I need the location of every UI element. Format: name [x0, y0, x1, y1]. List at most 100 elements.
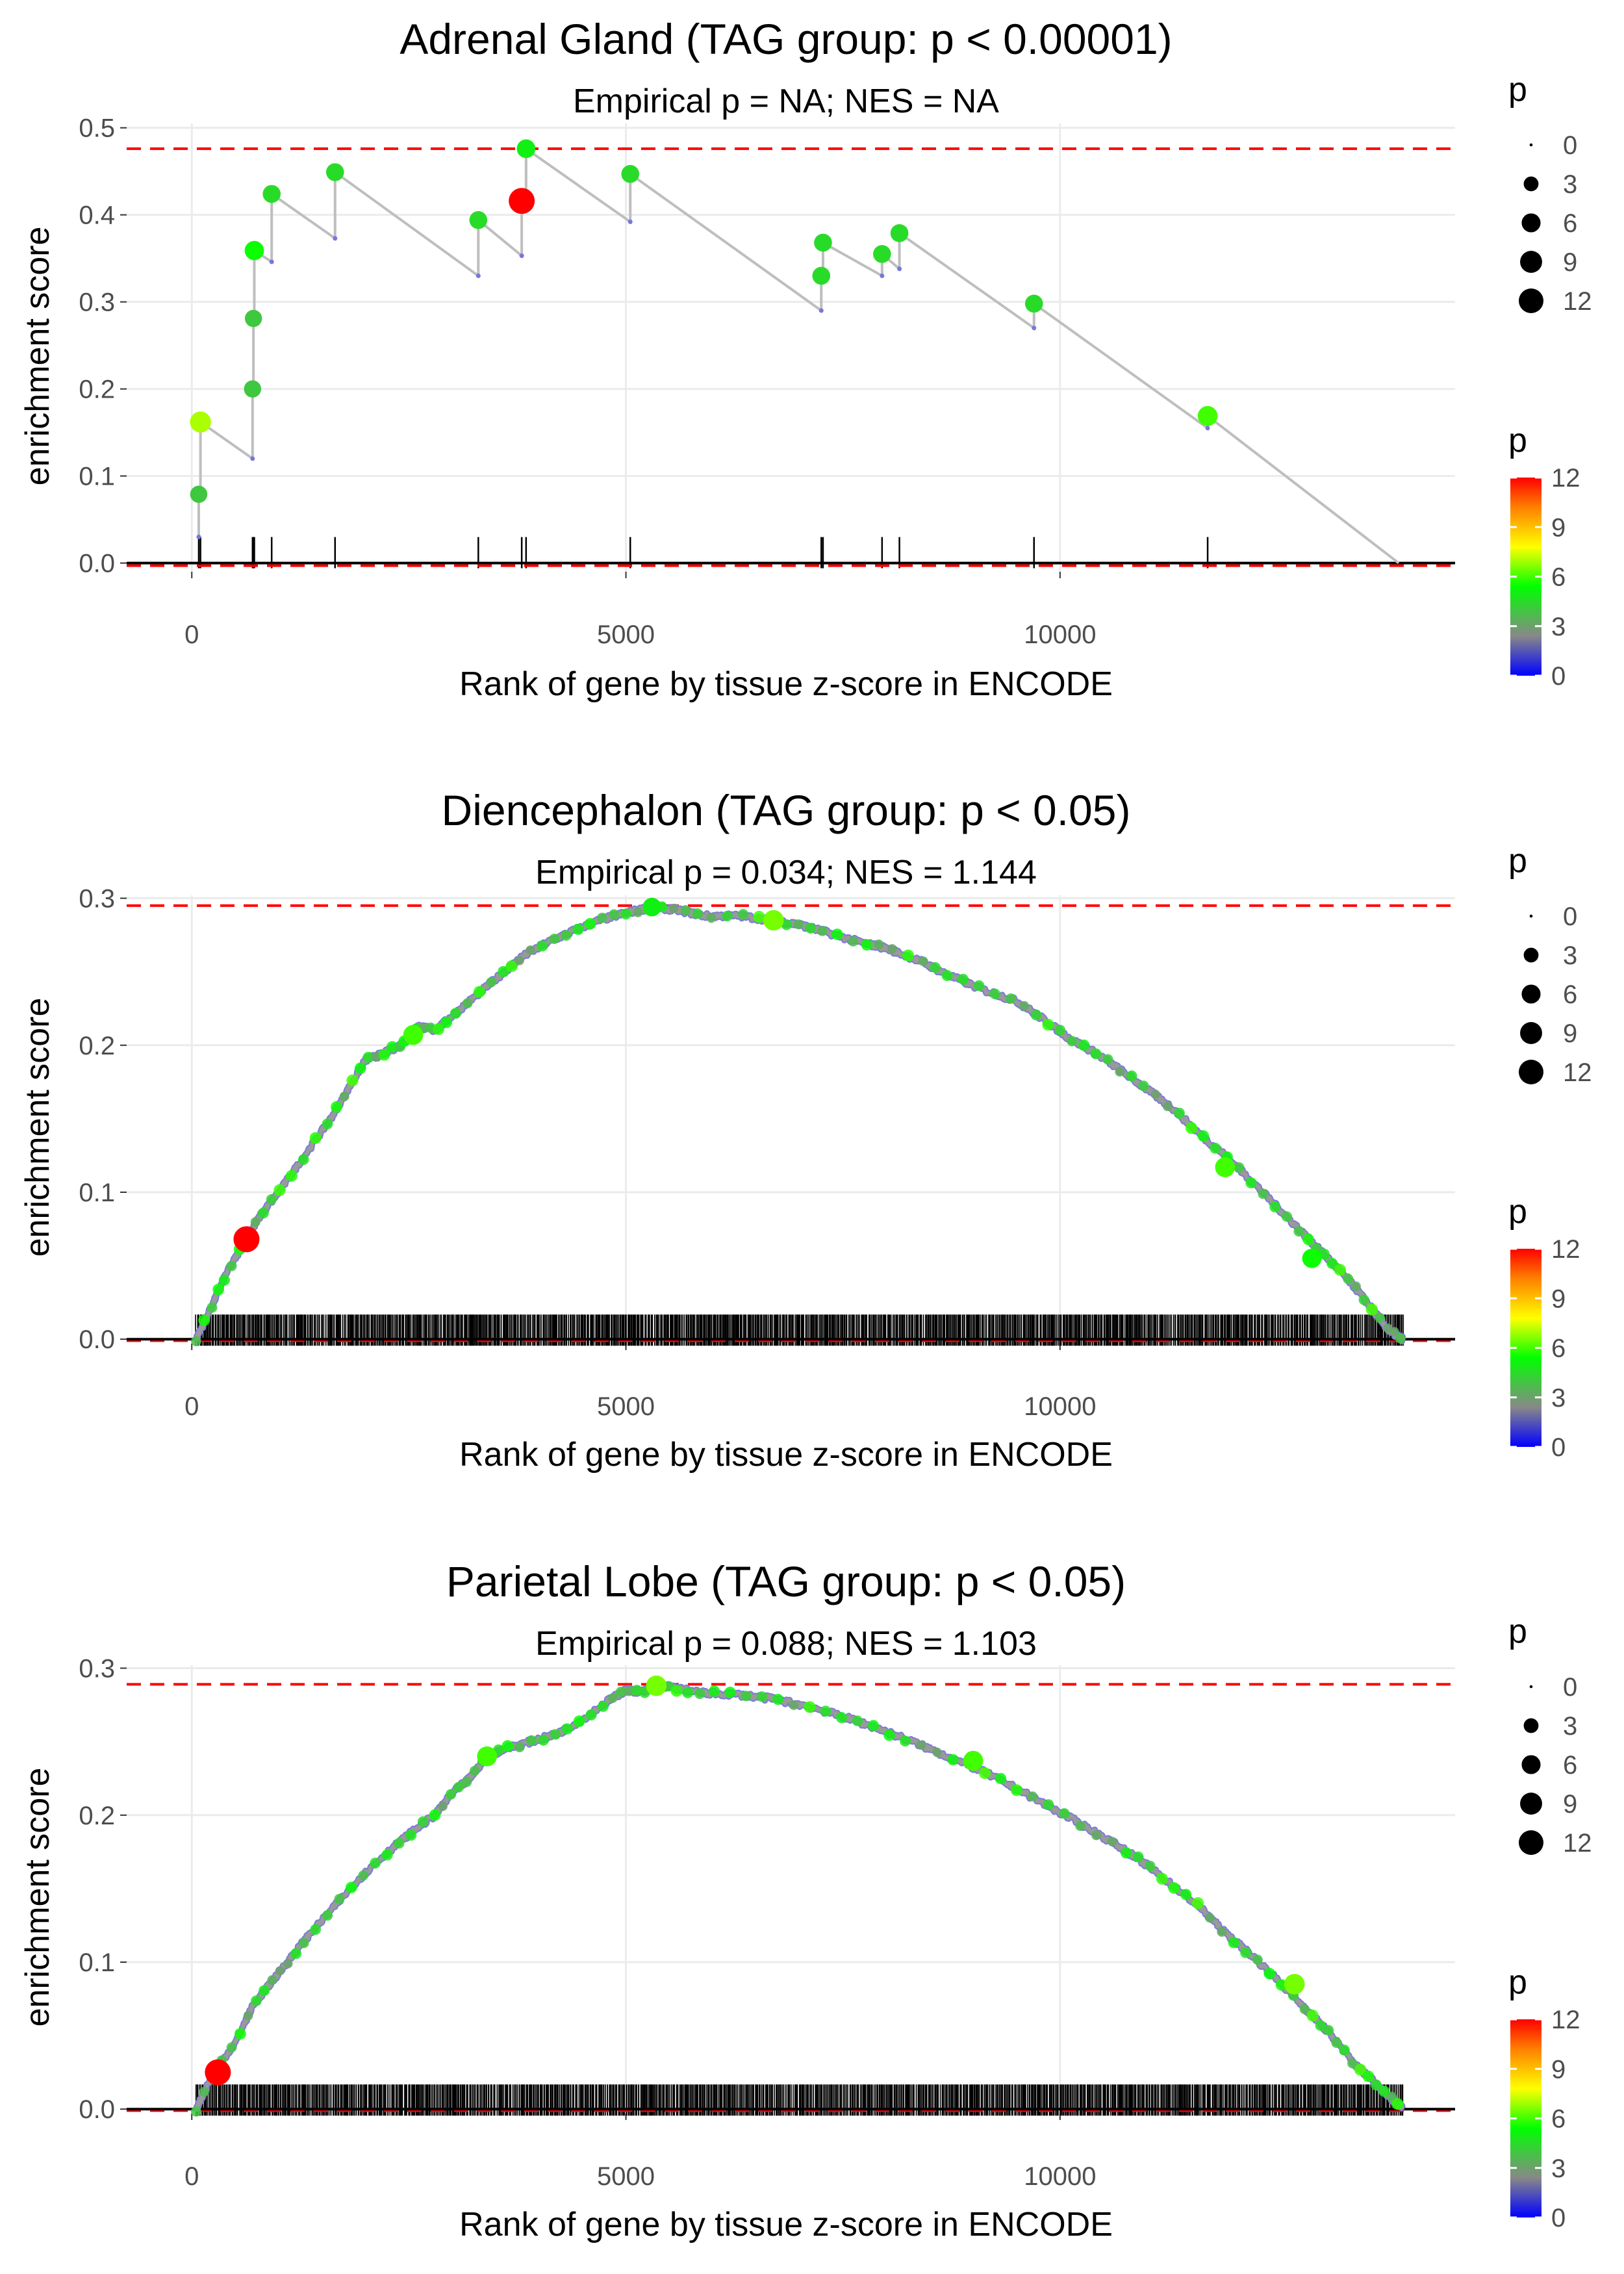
size-legend-key: [1520, 251, 1542, 273]
color-scale-label: 3: [1551, 2154, 1566, 2183]
chart-subtitle: Empirical p = NA; NES = NA: [573, 83, 999, 120]
hit-point: [916, 1740, 926, 1750]
hit-point: [958, 973, 969, 985]
hit-point: [244, 309, 262, 327]
size-legend-label: 12: [1563, 1058, 1592, 1087]
hit-point: [453, 1782, 464, 1793]
size-legend-label: 9: [1563, 248, 1577, 277]
hit-point: [461, 1776, 472, 1787]
size-legend-key: [1519, 1060, 1543, 1084]
hit-point: [526, 945, 535, 955]
hit-point: [789, 1700, 799, 1710]
color-scale-label: 0: [1551, 662, 1566, 691]
hit-point: [433, 1023, 445, 1035]
hit-point: [290, 1948, 302, 1960]
chart-title: Diencephalon (TAG group: p < 0.05): [442, 786, 1131, 834]
hit-point: [722, 910, 733, 922]
color-scale-label: 0: [1551, 1433, 1566, 1462]
hit-point: [394, 1837, 405, 1849]
hit-point: [1090, 1048, 1102, 1060]
hit-point: [621, 164, 640, 183]
hit-point: [930, 962, 941, 973]
hit-point: [331, 1101, 342, 1113]
size-legend-label: 3: [1563, 170, 1577, 199]
color-scale-label: 12: [1551, 1235, 1580, 1264]
hit-point: [190, 485, 208, 503]
hit-point: [1326, 1258, 1338, 1270]
hit-point: [900, 1735, 911, 1747]
rug-marks: [195, 1314, 1404, 1346]
y-tick-label: 0.3: [79, 288, 115, 317]
hit-point: [405, 1830, 417, 1841]
color-legend-title: p: [1508, 1963, 1527, 2001]
size-legend: 0 3 6 9 12: [1519, 1673, 1592, 1858]
y-tick-label: 0.2: [79, 1802, 115, 1830]
hit-point: [1210, 1142, 1221, 1154]
chart-subtitle: Empirical p = 0.034; NES = 1.144: [535, 854, 1037, 891]
hit-point: [1318, 1248, 1330, 1260]
hit-point: [498, 965, 509, 977]
size-legend-label: 0: [1563, 1673, 1577, 1702]
hit-point: [1197, 1130, 1210, 1142]
x-tick-label: 10000: [1024, 2162, 1096, 2191]
hit-point: [584, 917, 596, 930]
hit-point: [403, 1025, 424, 1045]
hit-point: [947, 1754, 959, 1766]
x-tick-label: 5000: [597, 2162, 655, 2191]
y-tick-label: 0.3: [79, 885, 115, 913]
hit-point: [890, 224, 909, 242]
color-scale-label: 12: [1551, 2006, 1580, 2034]
hit-point: [1375, 1312, 1386, 1323]
step-base-point: [897, 266, 902, 272]
hit-point: [694, 1688, 705, 1699]
legend-group: p 0 3 6 9 12 p 12 9 6 3 0: [1508, 1613, 1592, 2232]
hit-point: [1395, 1333, 1406, 1344]
hit-point: [1132, 1851, 1144, 1863]
x-axis-title: Rank of gene by tissue z-score in ENCODE: [459, 665, 1113, 703]
step-base-point: [628, 219, 633, 224]
hit-point: [932, 1747, 942, 1757]
hit-point: [440, 1016, 453, 1028]
hit-point: [1362, 2070, 1375, 2082]
hit-point: [1102, 1054, 1113, 1065]
size-legend-title: p: [1508, 1613, 1527, 1650]
size-legend-label: 12: [1563, 1829, 1592, 1858]
step-base-point: [269, 259, 274, 264]
hit-point: [207, 1302, 218, 1313]
hit-point: [445, 1789, 457, 1800]
size-legend-key: [1529, 143, 1533, 147]
color-scale-label: 12: [1551, 464, 1580, 492]
color-scale-label: 0: [1551, 2204, 1566, 2232]
hit-point: [1331, 2038, 1342, 2049]
hit-point: [1284, 1974, 1305, 1995]
y-tick-label: 0.2: [79, 1032, 115, 1060]
hit-point: [989, 988, 1000, 999]
hit-point: [835, 1711, 848, 1724]
plot-area: 0 5000 10000 0.0 0.1 0.2 0.3 0.4 0.5: [79, 114, 1455, 649]
hit-point: [1168, 1882, 1180, 1894]
hit-point: [226, 2042, 237, 2053]
color-scale-label: 6: [1551, 1335, 1566, 1363]
hit-point: [1042, 1019, 1054, 1031]
hit-point: [362, 1051, 374, 1063]
hit-point: [708, 1685, 720, 1697]
hit-point: [1115, 1067, 1125, 1077]
hit-point: [624, 1686, 634, 1696]
size-legend-key: [1523, 947, 1539, 963]
hit-point: [381, 1849, 393, 1861]
hit-point: [805, 923, 816, 934]
chart-title: Parietal Lobe (TAG group: p < 0.05): [446, 1557, 1126, 1605]
hit-point: [646, 1675, 667, 1696]
hit-point: [1030, 1010, 1042, 1021]
x-tick-label: 5000: [597, 620, 655, 649]
hit-point: [756, 1691, 768, 1702]
hit-point: [233, 1226, 260, 1253]
hit-point: [670, 1685, 683, 1697]
hit-point: [1391, 2098, 1404, 2110]
hit-point: [469, 1765, 480, 1776]
size-legend-label: 6: [1563, 1751, 1577, 1780]
hit-point: [1240, 1947, 1251, 1958]
color-scale-label: 9: [1551, 513, 1566, 542]
hit-point: [978, 1767, 991, 1780]
size-legend-key: [1523, 1718, 1539, 1733]
